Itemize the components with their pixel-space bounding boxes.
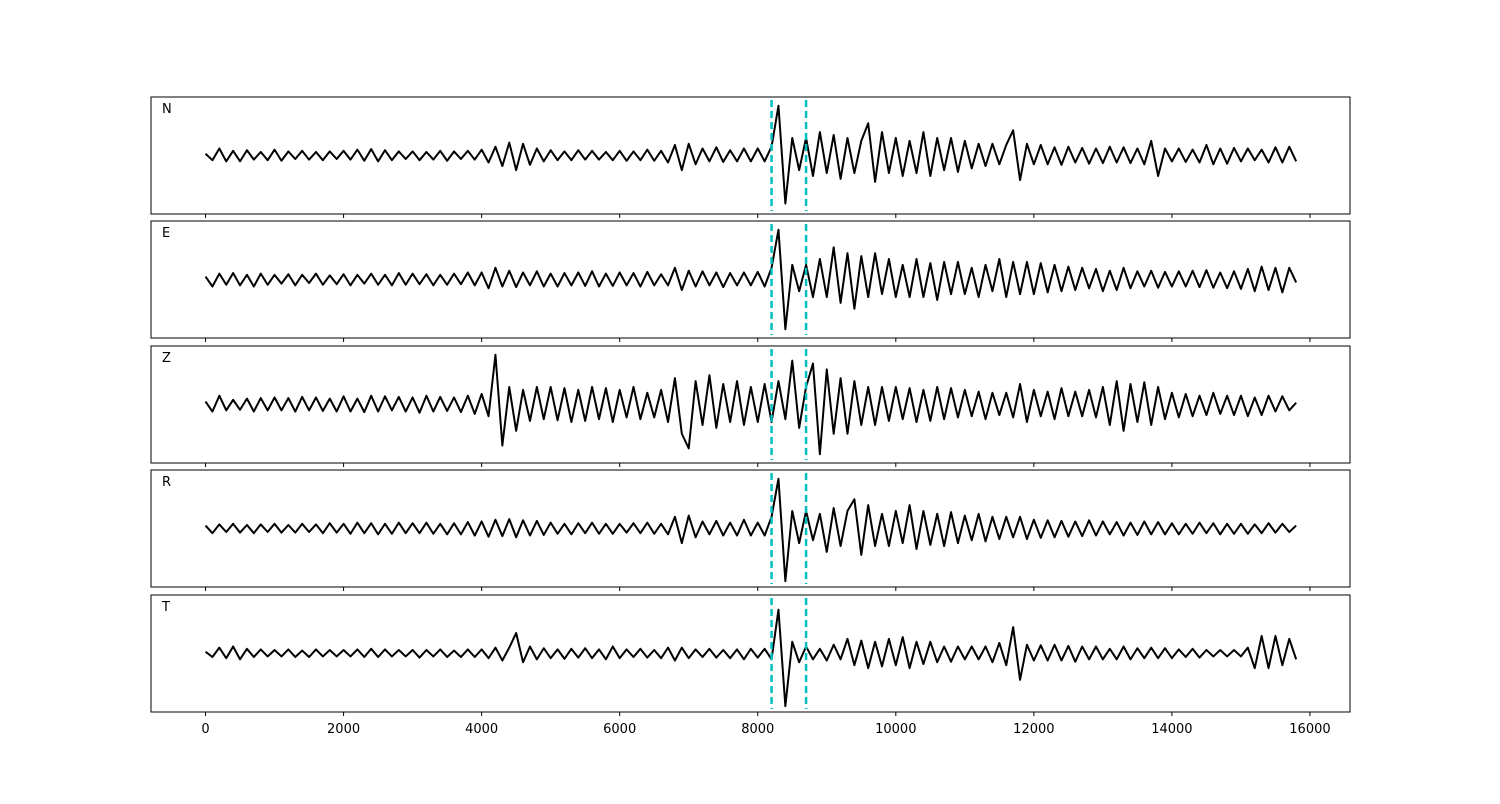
x-tick-label: 16000 [1289, 722, 1330, 737]
panel-label: T [161, 600, 170, 615]
panel-frame [150, 220, 1351, 339]
x-tick-label: 4000 [465, 722, 498, 737]
trace [204, 477, 1297, 583]
x-tick-label: 14000 [1151, 722, 1192, 737]
panel-label: Z [162, 351, 171, 366]
x-tick-label: 6000 [603, 722, 636, 737]
panel-frame [150, 469, 1351, 588]
x-tick-label: 2000 [327, 722, 360, 737]
trace [204, 353, 1297, 456]
x-tick-label: 0 [201, 722, 209, 737]
trace [204, 104, 1298, 205]
panel-frame [150, 345, 1351, 464]
x-tick-label: 10000 [875, 722, 916, 737]
trace [204, 608, 1298, 708]
panel-frame [150, 594, 1351, 713]
panel-label: N [162, 102, 172, 117]
x-tick-label: 12000 [1013, 722, 1054, 737]
panel-label: R [162, 475, 171, 490]
trace [204, 228, 1298, 331]
panel-label: E [162, 226, 170, 241]
x-tick-label: 8000 [741, 722, 774, 737]
panel-frame [150, 96, 1351, 215]
